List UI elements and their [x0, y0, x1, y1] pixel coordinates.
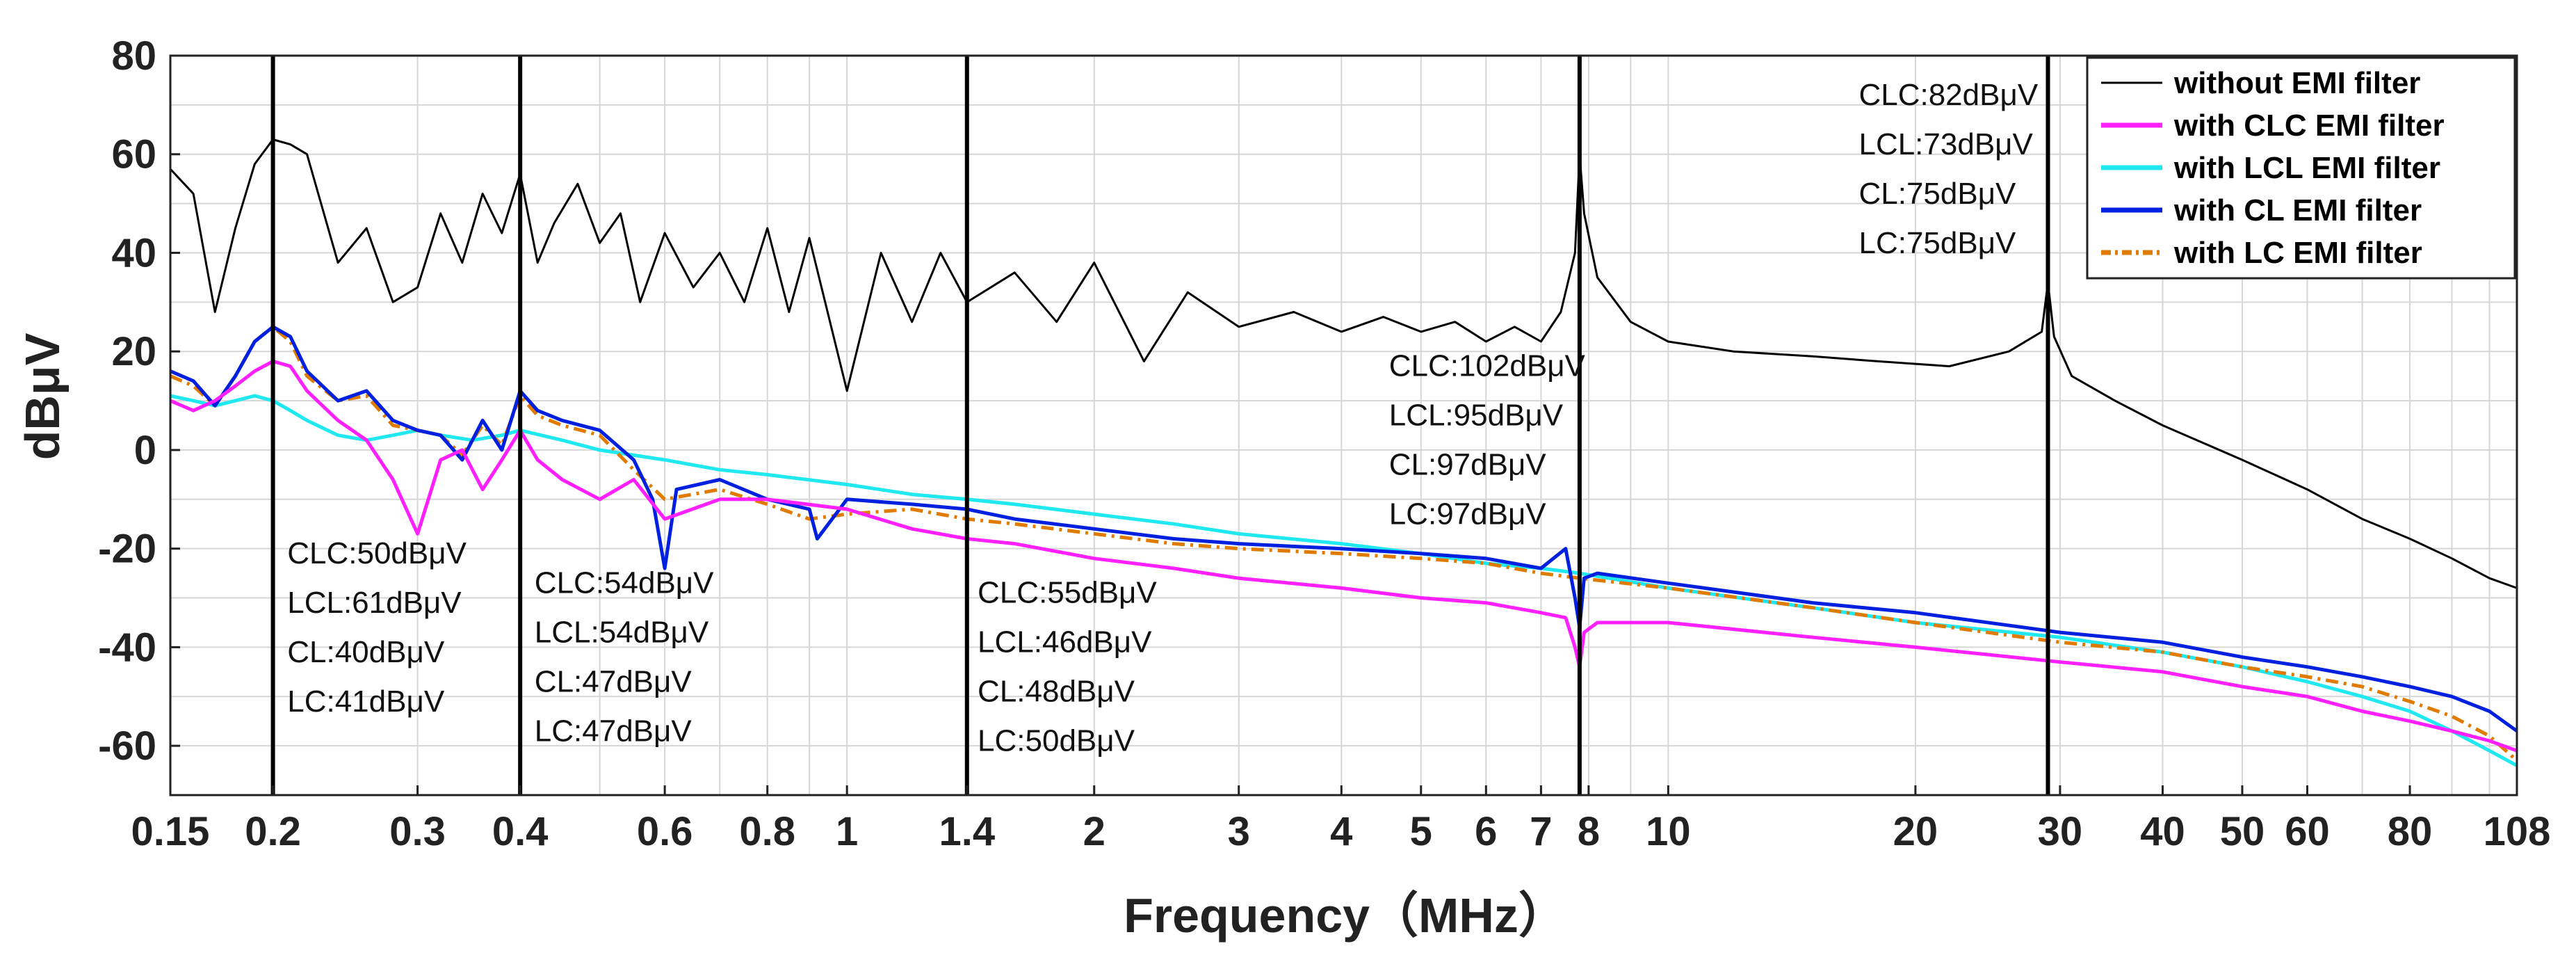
y-tick-label: 40 [111, 230, 156, 275]
y-tick-label: 0 [134, 428, 156, 473]
annotation-text: LCL:95dBμV [1389, 399, 1564, 433]
annotation-text: LC:47dBμV [535, 714, 692, 748]
annotations: CLC:50dBμV LCL:61dBμV CL:40dBμV LC:41dBμV CL… [287, 78, 2039, 758]
x-tick-label: 1.4 [939, 809, 995, 854]
y-tick-label: 60 [111, 132, 156, 177]
x-tick-label: 0.8 [739, 809, 795, 854]
y-tick-labels: 80 60 40 20 0 -20 -40 -60 [98, 33, 180, 769]
y-tick-label: -60 [98, 723, 156, 769]
x-tick-label: 0.4 [492, 809, 549, 854]
plot-frame [169, 54, 2518, 796]
annotation-text: CL:40dBμV [287, 635, 445, 669]
legend-label: with CLC EMI filter [2173, 109, 2445, 143]
x-tick-label: 5 [1410, 809, 1432, 854]
legend: without EMI filter with CLC EMI filter wit… [2086, 56, 2516, 280]
x-tick-label: 50 [2220, 809, 2265, 854]
x-tick-label: 10 [1646, 809, 1691, 854]
annotation-text: LCL:54dBμV [535, 615, 709, 649]
x-tick-label: 40 [2140, 809, 2185, 854]
annotation-text: CLC:82dBμV [1858, 78, 2038, 112]
x-tick-label: 8 [1578, 809, 1600, 854]
x-tick-label: 30 [2038, 809, 2083, 854]
legend-label: without EMI filter [2173, 66, 2420, 100]
series-lines [169, 138, 2518, 767]
x-tick-label: 1 [836, 809, 858, 854]
annotation-text: LC:75dBμV [1858, 226, 2016, 260]
x-tick-label: 20 [1893, 809, 1938, 854]
x-tick-label: 2 [1083, 809, 1105, 854]
annotation-text: CL:48dBμV [978, 675, 1135, 709]
series-line-with-clc-emi-filter [170, 359, 2518, 753]
y-axis-title: dBμV [15, 333, 70, 460]
y-tick-label: 80 [111, 33, 156, 79]
legend-label: with LCL EMI filter [2173, 151, 2440, 185]
annotation-text: CLC:55dBμV [978, 576, 1157, 610]
x-tick-label: 80 [2388, 809, 2433, 854]
legend-label: with LC EMI filter [2173, 236, 2422, 270]
annotation-text: LC:41dBμV [287, 684, 445, 719]
x-tick-label: 0.6 [637, 809, 693, 854]
annotation-text: CL:97dBμV [1389, 448, 1547, 482]
x-tick-label: 3 [1228, 809, 1250, 854]
x-tick-label: 0.15 [131, 809, 210, 854]
series-line-without-emi-filter [169, 138, 2518, 589]
x-tick-label: 4 [1330, 809, 1352, 854]
annotation-text: CLC:102dBμV [1389, 349, 1586, 383]
annotation-text: CLC:50dBμV [287, 536, 467, 570]
annotation-text: LCL:46dBμV [978, 625, 1152, 659]
annotation-text: LC:50dBμV [978, 724, 1135, 758]
annotation-text: LCL:73dBμV [1858, 127, 2033, 161]
x-tick-label: 0.2 [245, 809, 301, 854]
series-line-with-lcl-emi-filter [170, 394, 2518, 767]
series-line-with-lc-emi-filter [170, 325, 2518, 762]
y-tick-label: -20 [98, 527, 156, 572]
y-tick-label: -40 [98, 625, 156, 670]
x-tick-label: 108 [2484, 809, 2551, 854]
y-tick-label: 20 [111, 329, 156, 374]
vertical-markers [270, 56, 2050, 795]
annotation-text: CL:75dBμV [1858, 177, 2016, 211]
x-tick-labels: 0.15 0.2 0.3 0.4 0.6 0.8 1 1.4 2 3 4 5 6 7 8 10 20 30 40 50… [131, 785, 2551, 854]
annotation-text: LCL:61dBμV [287, 586, 462, 620]
x-tick-label: 0.3 [389, 809, 446, 854]
x-axis-title: Frequency（MHz） [1124, 888, 1567, 943]
annotation-text: LC:97dBμV [1389, 497, 1547, 531]
x-tick-label: 7 [1530, 809, 1552, 854]
x-tick-label: 60 [2285, 809, 2330, 854]
series-line-with-cl-emi-filter [170, 325, 2518, 732]
legend-label: with CL EMI filter [2173, 193, 2422, 227]
x-tick-label: 6 [1475, 809, 1497, 854]
annotation-text: CL:47dBμV [535, 664, 692, 698]
annotation-text: CLC:54dBμV [535, 566, 714, 600]
